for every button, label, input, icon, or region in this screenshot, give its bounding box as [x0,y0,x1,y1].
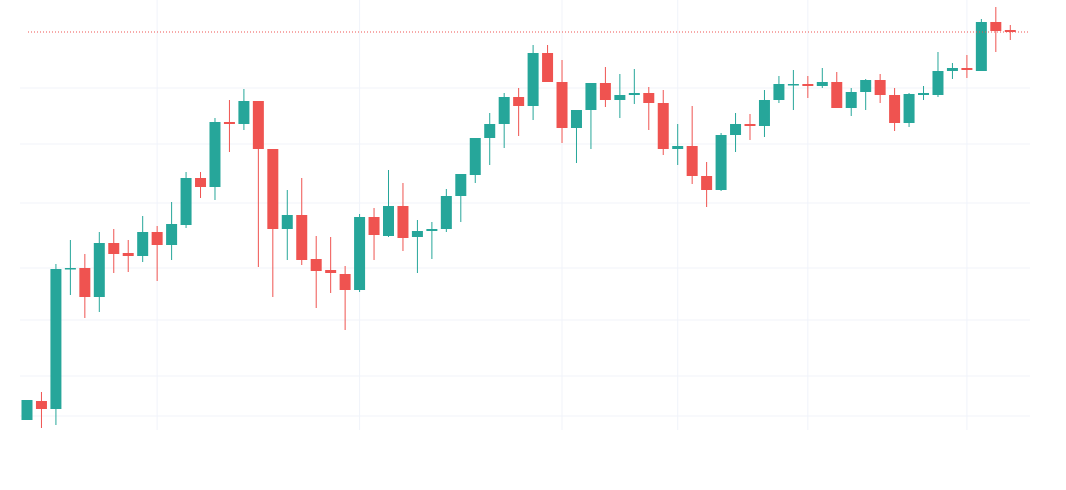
candle-body [426,229,438,231]
candle-body [556,82,568,128]
candle-body [238,101,250,124]
candle-body [498,97,510,124]
candle-body [787,84,799,86]
candle-body [195,178,207,187]
candle-body [961,68,973,70]
candle-body [469,138,481,175]
candle-body [440,196,452,229]
candle-body [527,53,539,106]
candle-body [614,95,626,100]
candle-body [252,101,264,149]
candle-body [397,206,409,238]
candle-body [686,146,698,176]
candle-body [21,400,33,420]
candle-body [484,124,496,138]
candle-body [874,80,886,95]
candle-body [513,97,525,106]
candle-body [816,82,828,86]
candle-body [975,22,987,71]
candle-body [368,217,380,235]
candle-body [93,243,105,297]
candle-body [744,124,756,126]
candle-body [802,84,814,86]
candle-body [180,178,192,225]
candle-body [932,71,944,95]
candle-body [166,224,178,245]
candle-body [383,206,394,236]
candle-body [339,274,351,290]
candle-body [50,269,62,409]
candle-body [1004,30,1016,32]
candle-body [845,92,857,108]
candle-body [701,176,713,190]
candle-body [657,103,669,149]
candle-body [831,82,843,108]
candle-body [411,231,423,237]
candle-body [151,232,163,245]
candle-body [267,149,279,229]
candle-body [137,232,149,256]
candle-body [643,93,655,103]
candle-body [64,268,76,270]
candle-body [903,94,915,123]
candle-body [354,217,366,290]
candle-body [758,100,770,126]
candle-body [730,124,742,135]
candle-body [79,268,91,297]
candle-body [585,83,597,110]
candle-body [122,253,134,256]
candle-body [672,146,684,149]
candle-body [860,80,872,92]
candle-body [325,270,337,273]
candle-body [599,83,611,100]
candle-body [946,68,958,71]
candle-body [715,135,727,190]
candle-body [773,84,785,100]
candle-body [570,110,582,128]
candle-body [918,93,930,95]
candle-body [35,401,47,409]
candle-body [281,215,293,229]
candle-body [455,174,467,196]
candle-body [296,215,308,260]
candle-body [889,95,901,123]
candle-body [990,22,1002,31]
candle-body [628,93,640,95]
candle-body [223,122,235,124]
candle-body [209,122,221,187]
candle-body [108,243,120,254]
candle-body [542,53,554,82]
candle-body [310,259,322,271]
